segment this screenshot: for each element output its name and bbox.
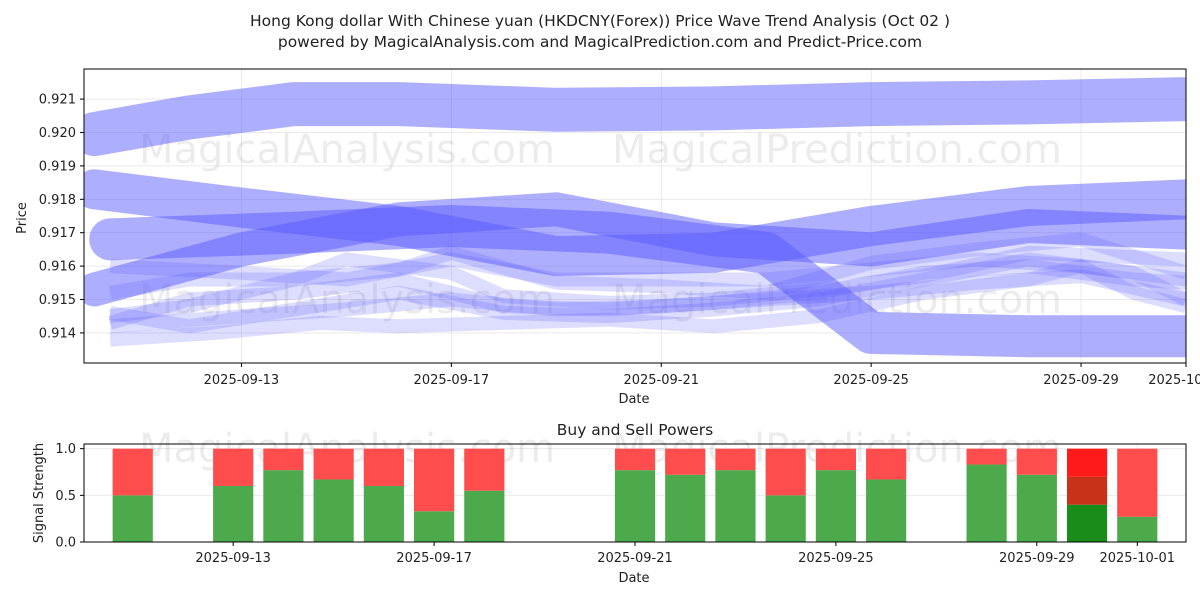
sell-power-bar	[614, 448, 656, 471]
power-x-tick-label: 2025-09-25	[798, 551, 874, 566]
price-x-tick-label: 2025-09-29	[1043, 373, 1119, 388]
price-wave-band-wave-low-a	[108, 259, 1186, 330]
sell-power-bar	[765, 448, 806, 496]
buy-power-bar	[363, 486, 404, 542]
buy-power-bar	[1016, 474, 1057, 542]
price-y-tick-label: 0.920	[39, 126, 76, 141]
power-y-axis-label: Signal Strength	[32, 443, 47, 543]
power-plot-area: Buy and Sell Powers MagicalAnalysis.com …	[32, 421, 1187, 586]
price-y-tick-label: 0.915	[39, 293, 76, 308]
sell-power-bar	[966, 448, 1007, 465]
buy-power-bar	[263, 470, 304, 542]
chart-title-line1: Hong Kong dollar With Chinese yuan (HKDC…	[250, 12, 950, 30]
power-x-tick-label: 2025-09-29	[999, 551, 1075, 566]
buy-power-bar	[815, 470, 857, 542]
sell-power-bar	[665, 448, 706, 475]
price-wave-band-wave-upper	[84, 77, 1186, 157]
price-wave-band-wave-drop	[89, 205, 1186, 358]
watermark-magical-prediction-mid: MagicalPrediction.com	[612, 277, 1062, 323]
price-plot-frame	[83, 68, 1187, 364]
sell-power-bar	[313, 448, 354, 480]
price-y-tick-label: 0.914	[39, 326, 76, 341]
price-wave-band-wave-low-d	[109, 259, 1186, 347]
sell-power-bar	[213, 448, 254, 486]
sell-power-bar	[1117, 448, 1158, 517]
power-x-axis-label: Date	[618, 571, 649, 586]
power-y-tick-label: 0.5	[55, 489, 76, 504]
power-bars	[112, 448, 1158, 542]
price-x-axis-label: Date	[618, 392, 649, 407]
sell-power-bar	[866, 448, 907, 480]
price-wave-band-wave-low-e	[109, 252, 1186, 287]
buy-power-bar	[464, 490, 505, 542]
sell-power-bar	[464, 448, 505, 491]
price-y-tick-label: 0.917	[39, 226, 76, 241]
buy-power-bar	[413, 511, 455, 542]
price-x-tick-label: 2025-09-25	[833, 373, 909, 388]
price-x-tick-label: 2025-10-01	[1148, 373, 1200, 388]
sell-power-bar	[815, 448, 857, 471]
latest-buy-power-bar	[1066, 504, 1108, 542]
latest-mixed-power-bar	[1066, 476, 1108, 505]
price-wave-band-wave-low-b	[109, 252, 1186, 334]
sell-power-bar	[112, 448, 153, 496]
buy-power-bar	[112, 495, 153, 542]
power-x-tick-label: 2025-09-13	[195, 551, 271, 566]
buy-power-bar	[1117, 516, 1158, 542]
price-y-tick-label: 0.918	[39, 193, 76, 208]
price-wave-bands	[84, 77, 1186, 358]
sell-power-bar	[715, 448, 756, 471]
price-y-axis: 0.914 0.915 0.916 0.917 0.918 0.919 0.920 0.921	[39, 93, 84, 341]
price-wave-band-wave-low-c	[109, 232, 1186, 300]
sell-power-bar	[1016, 448, 1057, 475]
power-x-tick-label: 2025-09-17	[396, 551, 472, 566]
power-chart-title: Buy and Sell Powers	[557, 421, 714, 439]
price-wave-band-wave-rise	[84, 192, 1186, 307]
watermark-magical-prediction-top: MagicalPrediction.com	[612, 127, 1062, 173]
power-x-axis: 2025-09-13 2025-09-17 2025-09-21 2025-09-25…	[195, 542, 1175, 566]
buy-power-bar	[715, 470, 756, 542]
power-x-tick-label: 2025-09-21	[597, 551, 673, 566]
buy-power-bar	[966, 464, 1007, 542]
sell-power-bar	[263, 448, 304, 471]
power-x-tick-label: 2025-10-01	[1099, 551, 1175, 566]
price-y-axis-label: Price	[15, 202, 30, 234]
buy-power-bar	[213, 486, 254, 542]
price-watermarks: MagicalAnalysis.com MagicalPrediction.co…	[139, 127, 1062, 323]
power-y-axis: 0.0 0.5 1.0	[55, 442, 84, 551]
sell-power-bar	[363, 448, 404, 486]
power-y-tick-label: 1.0	[55, 442, 76, 457]
price-x-axis: 2025-09-13 2025-09-17 2025-09-21 2025-09-25…	[204, 363, 1200, 388]
price-wave-band-wave-low-g	[109, 269, 1186, 334]
buy-power-bar	[866, 479, 907, 542]
chart-title-line2: powered by MagicalAnalysis.com and Magic…	[278, 33, 922, 51]
price-plot-area: MagicalAnalysis.com MagicalPrediction.co…	[15, 68, 1200, 407]
power-y-tick-label: 0.0	[55, 536, 76, 551]
buy-power-bar	[614, 470, 656, 542]
price-y-tick-label: 0.916	[39, 260, 76, 275]
latest-sell-power-bar	[1066, 448, 1108, 477]
price-x-tick-label: 2025-09-17	[414, 373, 490, 388]
watermark-magical-analysis-mid: MagicalAnalysis.com	[139, 277, 555, 323]
buy-power-bar	[313, 479, 354, 542]
price-y-tick-label: 0.921	[39, 93, 76, 108]
price-x-tick-label: 2025-09-21	[623, 373, 699, 388]
price-wave-band-wave-middle	[84, 169, 1186, 277]
watermark-magical-analysis-top: MagicalAnalysis.com	[139, 127, 555, 173]
buy-power-bar	[765, 495, 806, 542]
price-y-tick-label: 0.919	[39, 159, 76, 174]
buy-power-bar	[665, 474, 706, 542]
price-x-tick-label: 2025-09-13	[204, 373, 280, 388]
price-wave-band-wave-low-f	[109, 245, 1186, 324]
sell-power-bar	[413, 448, 455, 512]
